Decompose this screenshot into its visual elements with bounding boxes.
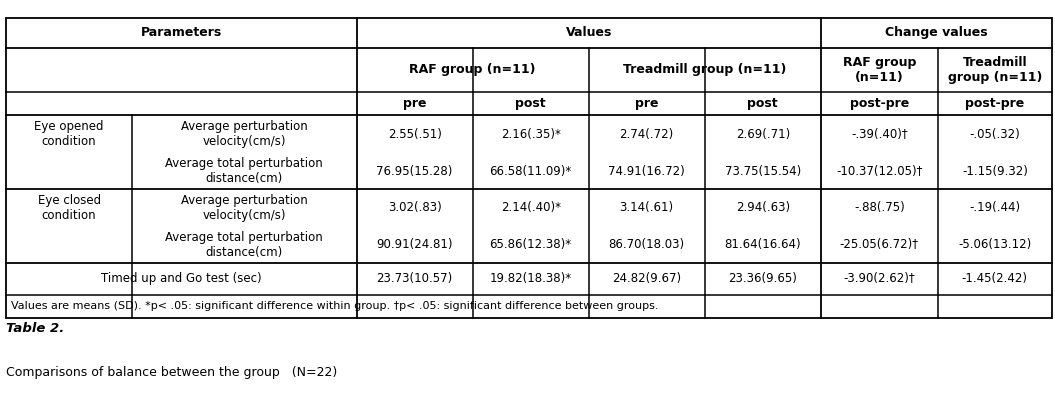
Text: Eye opened
condition: Eye opened condition — [35, 120, 103, 148]
Text: 74.91(16.72): 74.91(16.72) — [609, 165, 685, 178]
Text: -3.90(2.62)†: -3.90(2.62)† — [844, 272, 915, 285]
Text: post: post — [515, 97, 546, 110]
Bar — [6, 18, 1052, 318]
Text: Average perturbation
velocity(cm/s): Average perturbation velocity(cm/s) — [180, 120, 308, 148]
Text: post-pre: post-pre — [849, 97, 909, 110]
Text: Values are means (SD). *p< .05: significant difference within group. †p< .05: si: Values are means (SD). *p< .05: signific… — [11, 301, 658, 312]
Text: -1.45(2.42): -1.45(2.42) — [962, 272, 1028, 285]
Text: -.88(.75): -.88(.75) — [853, 201, 905, 215]
Text: -.39(.40)†: -.39(.40)† — [851, 128, 907, 141]
Text: Treadmill
group (n=11): Treadmill group (n=11) — [947, 56, 1042, 84]
Text: post: post — [747, 97, 779, 110]
Text: Comparisons of balance between the group   (N=22): Comparisons of balance between the group… — [6, 366, 338, 378]
Text: -1.15(9.32): -1.15(9.32) — [962, 165, 1028, 178]
Text: -.19(.44): -.19(.44) — [970, 201, 1020, 215]
Text: 24.82(9.67): 24.82(9.67) — [612, 272, 682, 285]
Text: 3.14(.61): 3.14(.61) — [619, 201, 674, 215]
Text: 2.69(.71): 2.69(.71) — [735, 128, 790, 141]
Text: 19.82(18.38)*: 19.82(18.38)* — [490, 272, 572, 285]
Text: Average perturbation
velocity(cm/s): Average perturbation velocity(cm/s) — [180, 194, 308, 222]
Text: 23.36(9.65): 23.36(9.65) — [728, 272, 798, 285]
Text: Parameters: Parameters — [140, 26, 223, 39]
Text: Average total perturbation
distance(cm): Average total perturbation distance(cm) — [166, 231, 323, 259]
Text: Treadmill group (n=11): Treadmill group (n=11) — [624, 63, 786, 76]
Text: 76.95(15.28): 76.95(15.28) — [377, 165, 453, 178]
Text: 65.86(12.38)*: 65.86(12.38)* — [490, 238, 572, 251]
Text: 23.73(10.57): 23.73(10.57) — [377, 272, 453, 285]
Text: 2.55(.51): 2.55(.51) — [387, 128, 442, 141]
Text: 2.74(.72): 2.74(.72) — [619, 128, 674, 141]
Text: 86.70(18.03): 86.70(18.03) — [609, 238, 685, 251]
Text: Change values: Change values — [885, 26, 987, 39]
Text: pre: pre — [635, 97, 658, 110]
Text: -25.05(6.72)†: -25.05(6.72)† — [840, 238, 919, 251]
Text: 3.02(.83): 3.02(.83) — [388, 201, 441, 215]
Text: -10.37(12.05)†: -10.37(12.05)† — [837, 165, 922, 178]
Text: pre: pre — [403, 97, 426, 110]
Text: Values: Values — [565, 26, 612, 39]
Text: 2.16(.35)*: 2.16(.35)* — [501, 128, 560, 141]
Text: RAF group
(n=11): RAF group (n=11) — [843, 56, 916, 84]
Text: -5.06(13.12): -5.06(13.12) — [958, 238, 1032, 251]
Text: -.05(.32): -.05(.32) — [970, 128, 1020, 141]
Text: 81.64(16.64): 81.64(16.64) — [725, 238, 801, 251]
Text: Eye closed
condition: Eye closed condition — [38, 194, 100, 222]
Text: 90.91(24.81): 90.91(24.81) — [377, 238, 453, 251]
Text: 73.75(15.54): 73.75(15.54) — [725, 165, 801, 178]
Text: 2.94(.63): 2.94(.63) — [735, 201, 790, 215]
Text: Average total perturbation
distance(cm): Average total perturbation distance(cm) — [166, 157, 323, 185]
Text: 2.14(.40)*: 2.14(.40)* — [501, 201, 560, 215]
Text: 66.58(11.09)*: 66.58(11.09)* — [490, 165, 572, 178]
Text: post-pre: post-pre — [965, 97, 1024, 110]
Text: Table 2.: Table 2. — [6, 322, 64, 335]
Text: Timed up and Go test (sec): Timed up and Go test (sec) — [101, 272, 262, 285]
Text: RAF group (n=11): RAF group (n=11) — [409, 63, 536, 76]
